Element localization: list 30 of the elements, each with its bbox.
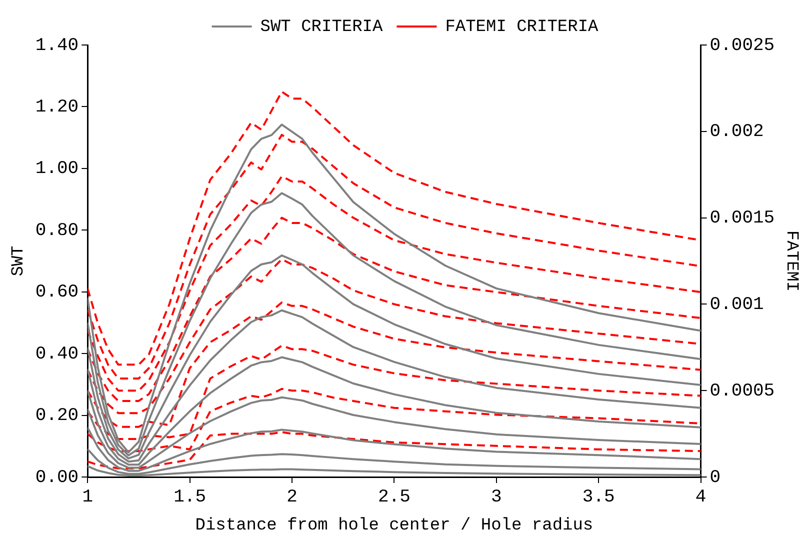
y-tick-label: 0.20: [35, 406, 79, 426]
y2-axis-title: FATEMI: [781, 230, 800, 292]
y2-tick-label: 0.001: [710, 294, 764, 315]
y2-tick-label: 0.002: [710, 122, 764, 142]
line-series: [88, 301, 701, 428]
y-tick-label: 1.20: [35, 97, 79, 118]
x-tick-label: 3.5: [582, 488, 615, 508]
legend-label: SWT CRITERIA: [260, 18, 384, 37]
y-tick-label: 0.00: [35, 468, 79, 488]
x-tick-label: 1.5: [174, 488, 206, 508]
y2-tick-label: 0: [710, 468, 721, 488]
line-series: [88, 216, 701, 402]
y-axis-title: SWT: [10, 246, 29, 276]
y-tick-label: 1.00: [35, 159, 79, 180]
line-series: [88, 344, 701, 440]
y-tick-label: 1.40: [35, 36, 79, 56]
x-tick-label: 2: [286, 488, 298, 508]
y2-tick-label: 0.0015: [710, 208, 775, 229]
y-tick-label: 0.40: [35, 344, 79, 364]
line-series: [88, 175, 701, 392]
x-tick-label: 1: [82, 488, 94, 508]
x-tick-label: 4: [695, 488, 706, 508]
y-tick-label: 0.60: [35, 282, 79, 303]
y-tick-label: 0.80: [35, 220, 79, 241]
y2-tick-label: 0.0005: [710, 381, 775, 402]
legend-label: FATEMI CRITERIA: [445, 18, 600, 37]
x-tick-label: 3: [490, 488, 502, 508]
y2-tick-label: 0.0025: [710, 36, 775, 56]
x-tick-label: 2.5: [378, 488, 410, 508]
x-axis-title: Distance from hole center / Hole radius: [195, 516, 594, 536]
